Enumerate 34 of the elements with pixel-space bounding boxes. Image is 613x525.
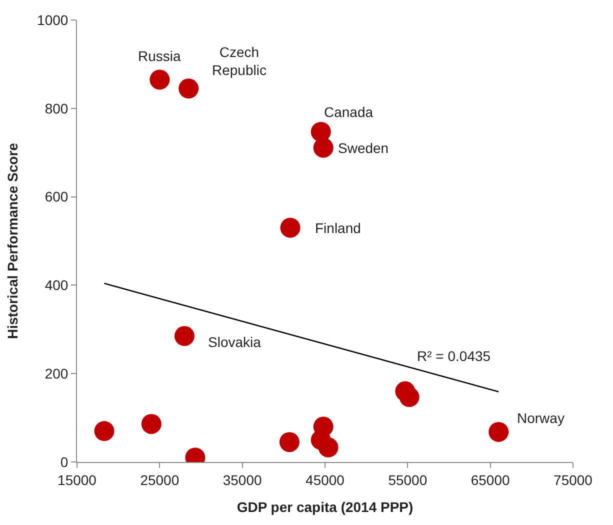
x-tick-label: 65000: [470, 472, 510, 488]
point: [141, 414, 162, 434]
x-tick-label: 55000: [388, 472, 428, 488]
annotation: R² = 0.0435: [417, 348, 491, 364]
point: [174, 326, 194, 346]
x-tick-label: 15000: [58, 472, 97, 488]
annotation: Czech Republic: [212, 44, 266, 78]
x-tick-label: 25000: [140, 472, 180, 488]
point: [488, 422, 509, 442]
point: [399, 387, 420, 408]
y-tick-label: 800: [44, 100, 68, 116]
point: [318, 437, 338, 458]
point: [279, 432, 300, 452]
y-tick-label: 1000: [37, 12, 68, 28]
y-tick-label: 600: [44, 188, 68, 205]
annotation: Sweden: [338, 140, 389, 156]
y-tick-label: 0: [60, 454, 68, 470]
point: [313, 138, 334, 158]
annotation: Norway: [517, 410, 564, 426]
x-tick-label: 45000: [306, 472, 345, 488]
x-tick-label: 35000: [222, 472, 262, 488]
annotation: Canada: [324, 104, 374, 120]
point: [178, 78, 199, 98]
point: [150, 70, 170, 90]
y-axis-title: Historical Performance Score: [4, 142, 21, 340]
point: [280, 218, 300, 238]
x-tick-label: 75000: [554, 472, 593, 488]
point: [94, 421, 114, 442]
y-tick-label: 400: [44, 277, 68, 294]
y-tick-label: 200: [44, 366, 68, 382]
annotation: Slovakia: [208, 334, 262, 350]
annotation: Russia: [138, 48, 182, 64]
annotation: Finland: [315, 220, 361, 236]
x-axis-title: GDP per capita (2014 PPP): [236, 499, 414, 516]
